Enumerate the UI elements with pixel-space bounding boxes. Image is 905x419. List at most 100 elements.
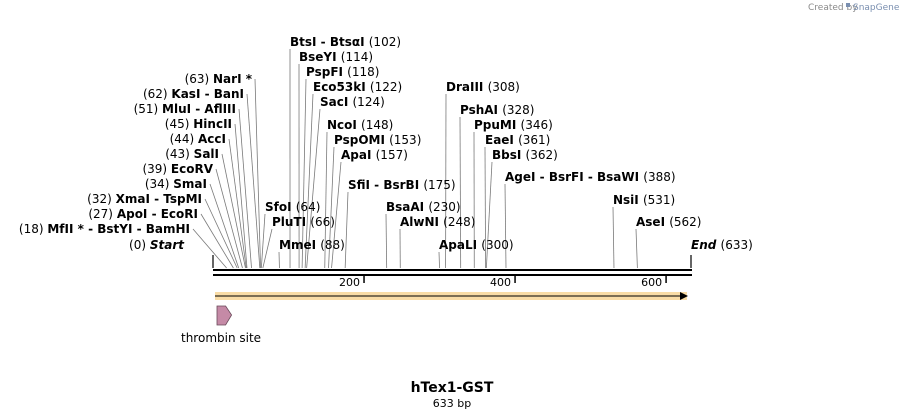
map-length: 633 bp [433, 397, 471, 410]
site-connector-eco53ki [304, 93, 314, 269]
site-position-bbsi: (362) [526, 148, 558, 162]
site-label-start[interactable]: (0) Start [129, 238, 185, 252]
site-name-nari: NarI * [213, 72, 253, 86]
site-name-eco53ki: Eco53kI [313, 80, 370, 94]
site-name-bsaai: BsaAI [386, 200, 428, 214]
axis-tick-label-600: 600 [641, 276, 662, 289]
site-label-kasi-bani[interactable]: (62) KasI - BanI [143, 87, 244, 101]
site-name-ppumi: PpuMI [474, 118, 521, 132]
site-position-start: (0) [129, 238, 150, 252]
site-label-sali[interactable]: (43) SalI [165, 147, 219, 161]
site-connector-apali [438, 251, 440, 269]
site-label-agei-bsrfi-bsawi[interactable]: AgeI - BsrFI - BsaWI (388) [505, 170, 676, 184]
site-connector-ncoi [324, 131, 328, 269]
site-labels: (0) Start (18) MfII * - BstYI - BamHI(27)… [19, 35, 753, 252]
site-position-eco53ki: (122) [370, 80, 402, 94]
axis-ticks: 200 400 600 [339, 276, 667, 289]
site-name-eaei: EaeI [485, 133, 518, 147]
site-connector-acci [228, 138, 247, 269]
site-name-apai: ApaI [341, 148, 376, 162]
site-label-acci[interactable]: (44) AccI [170, 132, 226, 146]
site-connector-kasi-bani [246, 93, 261, 269]
site-label-nsii[interactable]: NsiI (531) [613, 193, 675, 207]
site-label-bseyi[interactable]: BseYI (114) [299, 50, 373, 64]
site-connector-eaei [484, 146, 487, 269]
site-label-mlui-afliii[interactable]: (51) MluI - AflIII [134, 102, 236, 116]
site-label-pspfi[interactable]: PspFI (118) [306, 65, 379, 79]
site-label-apai[interactable]: ApaI (157) [341, 148, 408, 162]
site-position-ppumi: (346) [521, 118, 553, 132]
site-label-end[interactable]: End (633) [691, 238, 753, 252]
site-label-bsaai[interactable]: BsaAI (230) [386, 200, 461, 214]
site-label-bbsi[interactable]: BbsI (362) [492, 148, 558, 162]
site-label-apoi-ecori[interactable]: (27) ApoI - EcoRI [88, 207, 198, 221]
site-label-hincii[interactable]: (45) HincII [165, 117, 232, 131]
site-position-mmei: (88) [320, 238, 345, 252]
axis-tick-label-400: 400 [490, 276, 511, 289]
site-name-acci: AccI [198, 132, 226, 146]
map-title: hTex1-GST [411, 380, 494, 396]
site-connector-bsaai [385, 213, 388, 269]
site-label-alwni[interactable]: AlwNI (248) [400, 215, 475, 229]
site-position-sfoi: (64) [296, 200, 321, 214]
site-connector-apai [331, 161, 342, 269]
site-label-apali[interactable]: ApaLI (300) [439, 238, 514, 252]
site-label-draiii[interactable]: DraIII (308) [446, 80, 520, 94]
site-name-sfii-bsrbi: SfiI - BsrBI [348, 178, 423, 192]
site-label-smai[interactable]: (34) SmaI [145, 177, 207, 191]
site-label-saci[interactable]: SacI (124) [320, 95, 385, 109]
site-position-sfii-bsrbi: (175) [423, 178, 455, 192]
site-label-pluti[interactable]: PluTI (66) [272, 215, 335, 229]
site-position-alwni: (248) [443, 215, 475, 229]
site-position-saci: (124) [353, 95, 385, 109]
site-label-ncoi[interactable]: NcoI (148) [327, 118, 393, 132]
site-label-pspomi[interactable]: PspOMI (153) [334, 133, 421, 147]
created-by-text: Created by [808, 3, 858, 13]
site-name-sfoi: SfoI [265, 200, 296, 214]
site-connector-smai [209, 183, 240, 269]
site-label-mmei[interactable]: MmeI (88) [279, 238, 345, 252]
site-name-alwni: AlwNI [400, 215, 443, 229]
site-name-agei-bsrfi-bsawi: AgeI - BsrFI - BsaWI [505, 170, 643, 184]
orf-arrow-head-icon [680, 292, 688, 300]
site-name-bseyi: BseYI [299, 50, 341, 64]
site-name-asei: AseI [636, 215, 669, 229]
site-position-mlui-afliii: (51) [134, 102, 162, 116]
site-name-bbsi: BbsI [492, 148, 526, 162]
site-connectors [192, 48, 692, 269]
site-position-eaei: (361) [518, 133, 550, 147]
site-name-saci: SacI [320, 95, 353, 109]
site-label-nari[interactable]: (63) NarI * [185, 72, 253, 86]
site-label-eco53ki[interactable]: Eco53kI (122) [313, 80, 402, 94]
site-connector-pshai [459, 116, 462, 269]
site-label-sfoi[interactable]: SfoI (64) [265, 200, 320, 214]
thrombin-site-feature[interactable] [216, 305, 233, 326]
site-name-mmei: MmeI [279, 238, 320, 252]
site-connector-xmai-tspmi [204, 198, 238, 269]
site-label-asei[interactable]: AseI (562) [636, 215, 702, 229]
site-name-apoi-ecori: ApoI - EcoRI [117, 207, 198, 221]
site-label-eaei[interactable]: EaeI (361) [485, 133, 550, 147]
site-label-ppumi[interactable]: PpuMI (346) [474, 118, 553, 132]
site-label-ecorv[interactable]: (39) EcoRV [142, 162, 213, 176]
site-label-btsi-bts-i[interactable]: BtsI - BtsαI (102) [290, 35, 401, 49]
site-name-apali: ApaLI [439, 238, 481, 252]
site-connector-apoi-ecori [200, 213, 234, 269]
site-label-xmai-tspmi[interactable]: (32) XmaI - TspMI [87, 192, 202, 206]
site-connector-ecorv [215, 168, 243, 269]
site-name-ncoi: NcoI [327, 118, 361, 132]
site-name-sali: SalI [194, 147, 219, 161]
site-name-ecorv: EcoRV [171, 162, 214, 176]
site-position-mfii-bstyi-bamhi: (18) [19, 222, 47, 236]
site-connector-nsii [612, 206, 615, 269]
site-position-btsi-bts-i: (102) [369, 35, 401, 49]
site-connector-bbsi [485, 161, 493, 269]
site-connector-mfii-bstyi-bamhi [192, 228, 227, 269]
site-label-pshai[interactable]: PshAI (328) [460, 103, 534, 117]
site-name-kasi-bani: KasI - BanI [171, 87, 244, 101]
site-label-sfii-bsrbi[interactable]: SfiI - BsrBI (175) [348, 178, 456, 192]
site-label-mfii-bstyi-bamhi[interactable]: (18) MfII * - BstYI - BamHI [19, 222, 190, 236]
site-position-pspfi: (118) [347, 65, 379, 79]
site-name-mfii-bstyi-bamhi: MfII * - BstYI - BamHI [47, 222, 190, 236]
